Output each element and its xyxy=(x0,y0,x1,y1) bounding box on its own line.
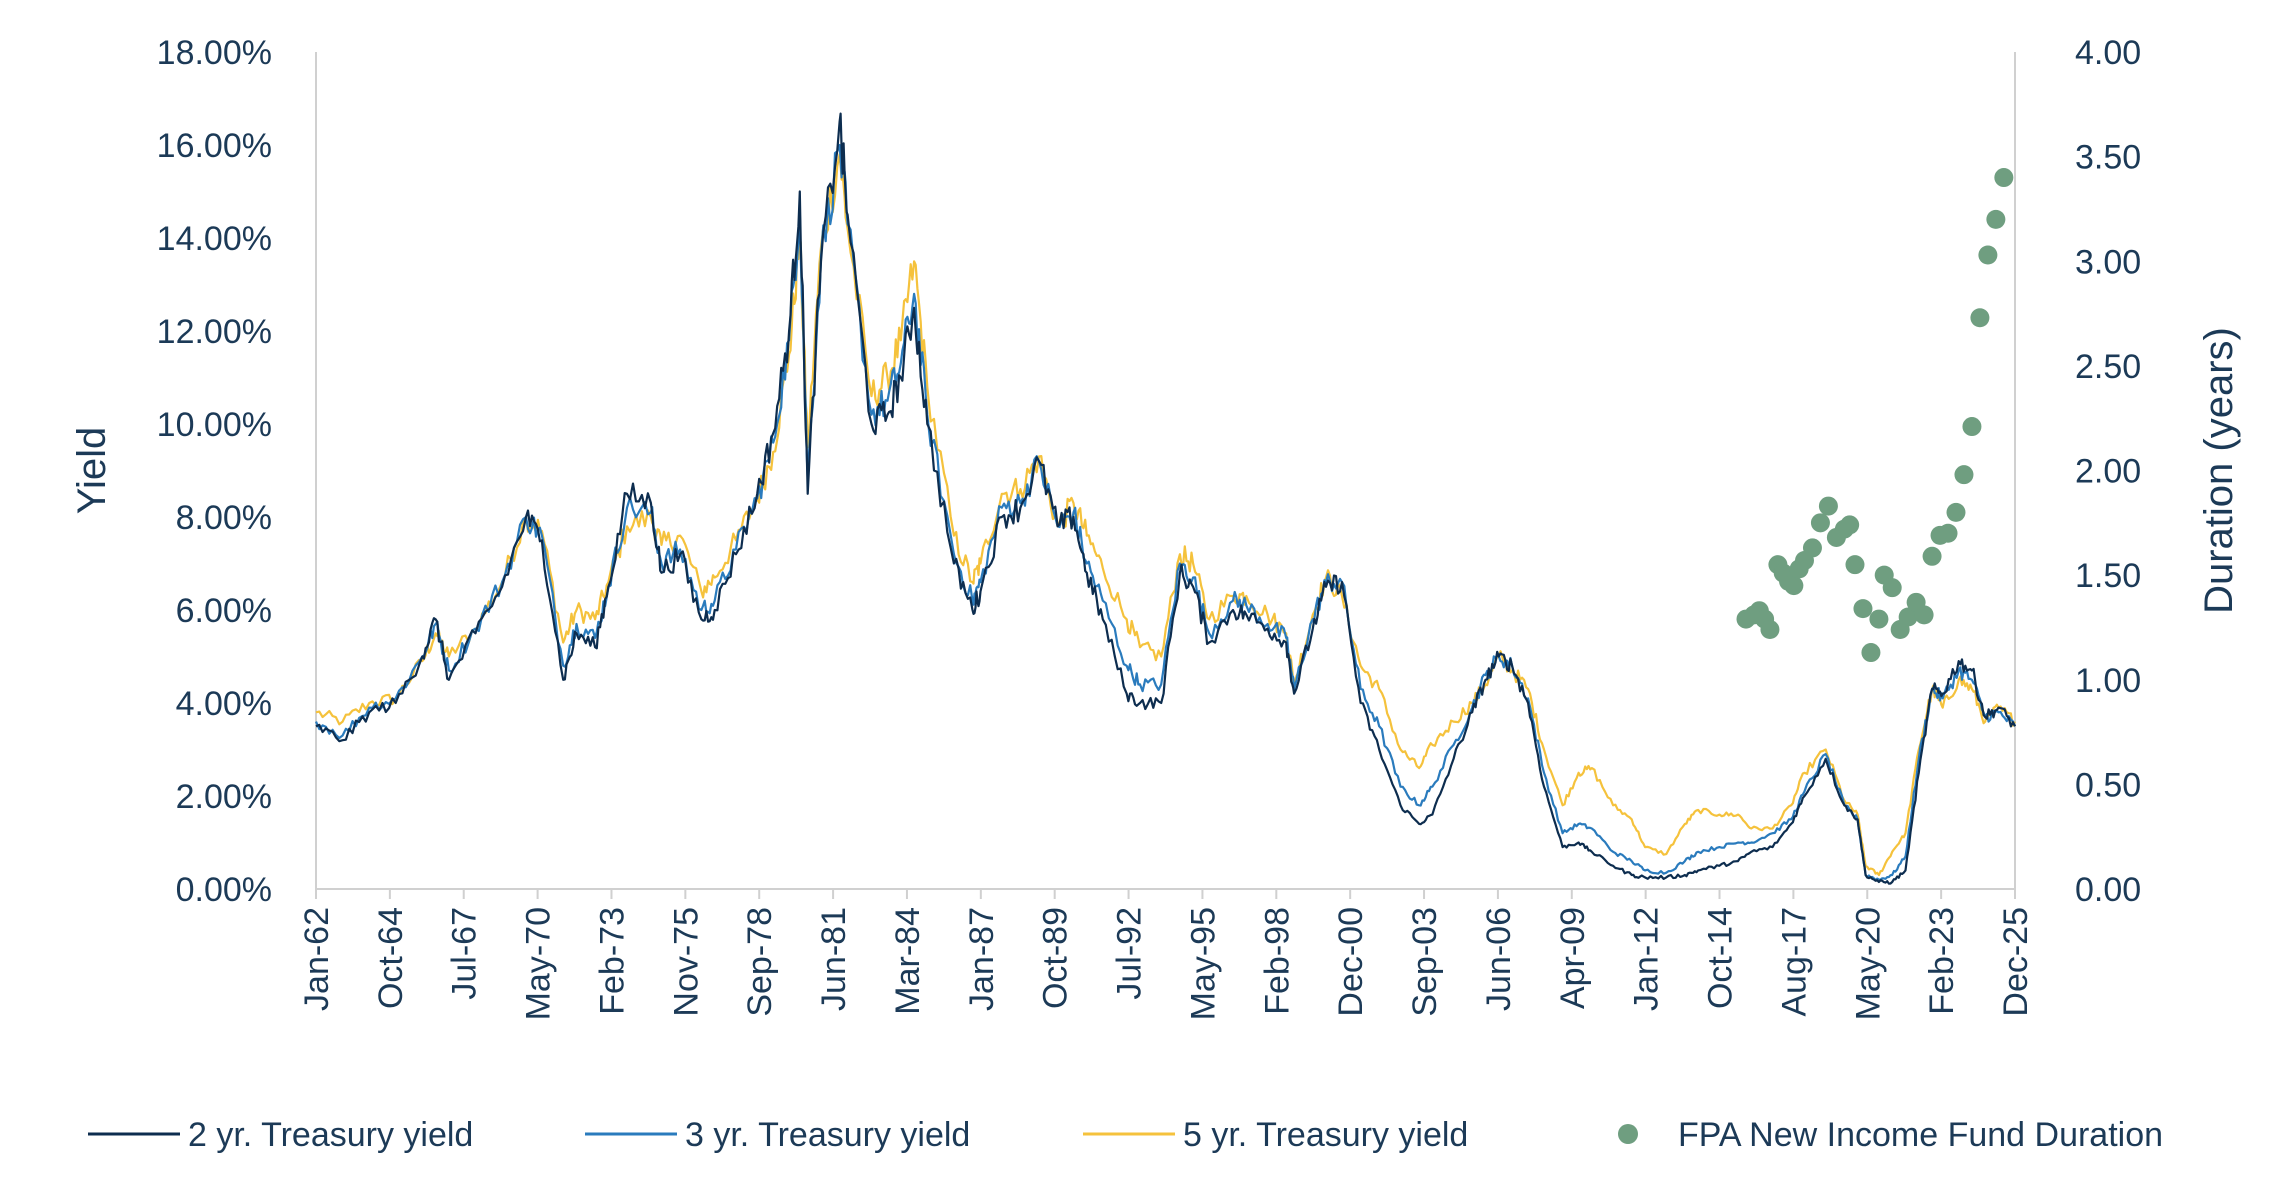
x-tick-label: Aug-17 xyxy=(1775,907,1813,1017)
x-tick-label: Feb-73 xyxy=(593,907,631,1015)
duration-point xyxy=(1954,465,1974,485)
duration-point xyxy=(1978,245,1998,265)
y-tick-label: 2.00% xyxy=(176,778,272,816)
x-tick-label: Nov-75 xyxy=(667,907,705,1017)
x-tick-label: Apr-09 xyxy=(1554,907,1592,1009)
y-tick-label: 16.00% xyxy=(157,127,272,165)
y2-tick-label: 0.00 xyxy=(2075,871,2141,909)
duration-point xyxy=(1853,599,1873,619)
x-tick-label: Jan-62 xyxy=(298,907,336,1011)
duration-point xyxy=(1986,209,2006,229)
x-tick-label: Feb-23 xyxy=(1923,907,1961,1015)
series-line-3-yr-treasury-yield xyxy=(314,143,2017,882)
x-tick-label: Oct-14 xyxy=(1702,907,1740,1009)
y2-tick-label: 1.00 xyxy=(2075,662,2141,700)
y-axis-title: Yield xyxy=(70,427,114,514)
duration-point xyxy=(1922,546,1942,566)
y2-tick-label: 3.50 xyxy=(2075,139,2141,177)
y2-tick-label: 3.00 xyxy=(2075,243,2141,281)
y-tick-label: 8.00% xyxy=(176,499,272,537)
duration-point xyxy=(1810,513,1830,533)
duration-point xyxy=(1861,643,1881,663)
y-tick-label: 4.00% xyxy=(176,685,272,723)
x-tick-label: Dec-25 xyxy=(1997,907,2035,1017)
duration-point xyxy=(1760,620,1780,640)
y-tick-label: 6.00% xyxy=(176,592,272,630)
y-tick-label: 0.00% xyxy=(176,871,272,909)
x-tick-label: Jul-92 xyxy=(1111,907,1149,1000)
series-layer xyxy=(314,112,2017,885)
x-tick-label: Oct-64 xyxy=(372,907,410,1009)
y2-axis-title: Duration (years) xyxy=(2197,327,2241,614)
y-tick-label: 10.00% xyxy=(157,406,272,444)
duration-point xyxy=(1914,605,1934,625)
duration-point xyxy=(1962,417,1982,437)
x-tick-label: Sep-78 xyxy=(741,907,779,1017)
duration-point xyxy=(1840,515,1860,535)
y2-tick-label: 2.00 xyxy=(2075,453,2141,491)
duration-point xyxy=(1845,555,1865,575)
x-tick-label: Mar-84 xyxy=(889,907,927,1015)
x-tick-label: Jun-81 xyxy=(815,907,853,1011)
series-line-5-yr-treasury-yield xyxy=(315,153,2016,877)
duration-point xyxy=(1869,609,1889,629)
legend: 2 yr. Treasury yield 3 yr. Treasury yield… xyxy=(88,1116,2163,1154)
legend-label: 2 yr. Treasury yield xyxy=(188,1116,473,1154)
y2-tick-label: 0.50 xyxy=(2075,766,2141,804)
y2-tick-label: 4.00 xyxy=(2075,34,2141,72)
x-tick-label: Feb-98 xyxy=(1258,907,1296,1015)
duration-point xyxy=(1938,523,1958,543)
x-tick-label: Jan-12 xyxy=(1628,907,1666,1011)
duration-point xyxy=(1784,576,1804,596)
duration-point xyxy=(1946,502,1966,522)
x-tick-label: Sep-03 xyxy=(1406,907,1444,1017)
duration-point xyxy=(1898,607,1918,627)
legend-label: 5 yr. Treasury yield xyxy=(1183,1116,1468,1154)
duration-point xyxy=(1802,538,1822,558)
duration-point xyxy=(1994,168,2014,188)
y2-tick-label: 2.50 xyxy=(2075,348,2141,386)
x-tick-label: Jul-67 xyxy=(446,907,484,1000)
y2-tick-label: 1.50 xyxy=(2075,557,2141,595)
duration-point xyxy=(1970,308,1990,328)
x-tick-label: Dec-00 xyxy=(1332,907,1370,1017)
x-tick-label: Jan-87 xyxy=(963,907,1001,1011)
x-tick-label: Jun-06 xyxy=(1480,907,1518,1011)
x-tick-label: May-70 xyxy=(520,907,558,1020)
y-tick-label: 12.00% xyxy=(157,313,272,351)
x-tick-label: May-20 xyxy=(1849,907,1887,1020)
y-tick-label: 14.00% xyxy=(157,220,272,258)
axes: 0.00% 2.00% 4.00% 6.00% 8.00% 10.00% 12.00% 14.… xyxy=(70,34,2241,1020)
y-tick-label: 18.00% xyxy=(157,34,272,72)
legend-label: 3 yr. Treasury yield xyxy=(685,1116,970,1154)
duration-point xyxy=(1882,578,1902,598)
legend-label: FPA New Income Fund Duration xyxy=(1678,1116,2163,1154)
x-tick-label: Oct-89 xyxy=(1037,907,1075,1009)
legend-swatch-dot xyxy=(1618,1124,1638,1144)
x-tick-label: May-95 xyxy=(1184,907,1222,1020)
series-line-2-yr-treasury-yield xyxy=(315,112,2016,885)
duration-point xyxy=(1818,496,1838,516)
